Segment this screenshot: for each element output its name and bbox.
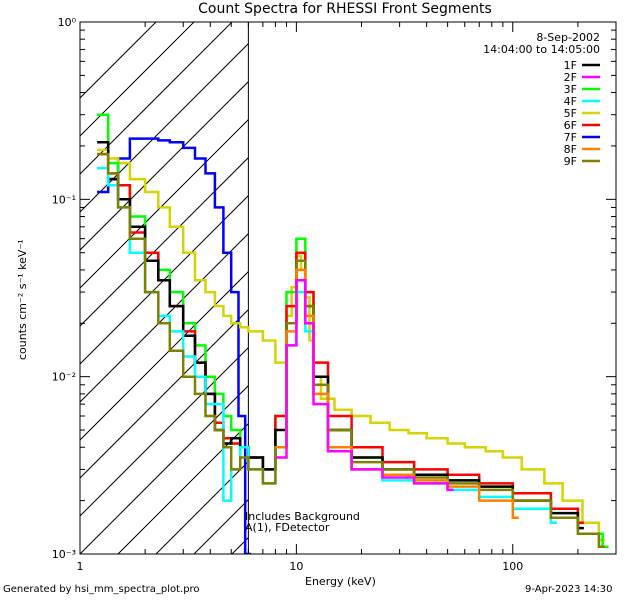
overlay-text-background: Includes Background <box>245 510 360 523</box>
hatch-line <box>80 156 249 327</box>
series-7F <box>97 137 252 554</box>
legend-label: 9F <box>564 155 577 168</box>
x-tick-label: 1 <box>77 560 84 573</box>
series-2F <box>275 278 454 492</box>
hatch-line <box>80 346 249 517</box>
legend-label: 8F <box>564 143 577 156</box>
hatch-line <box>80 22 233 175</box>
timestamp-footer: 9-Apr-2023 14:30 <box>525 584 613 595</box>
hatch-line <box>80 22 195 137</box>
series-group <box>97 113 609 554</box>
hatch-line <box>80 308 249 479</box>
legend-label: 4F <box>564 95 577 108</box>
y-axis-label: counts cm⁻² s⁻¹ keV⁻¹ <box>16 239 29 360</box>
legend-label: 1F <box>564 59 577 72</box>
hatch-line <box>460 22 640 554</box>
hatch-line <box>80 80 249 251</box>
y-tick-label: 10⁰ <box>58 16 77 29</box>
x-tick-label: 10 <box>289 560 303 573</box>
observation-date: 8-Sep-2002 <box>536 31 600 44</box>
hatch-line <box>80 194 249 365</box>
legend-label: 2F <box>564 71 577 84</box>
legend-label: 5F <box>564 107 577 120</box>
legend-label: 6F <box>564 119 577 132</box>
series-9F <box>97 152 605 548</box>
y-tick-label: 10⁻³ <box>52 548 76 561</box>
plot-frame <box>79 21 617 555</box>
x-axis-label: Energy (keV) <box>305 575 376 588</box>
x-tick-label: 100 <box>502 560 523 573</box>
time-range: 14:04:00 to 14:05:00 <box>483 43 600 56</box>
hatch-line <box>80 232 249 403</box>
hatch-line <box>117 422 249 554</box>
hatch-line <box>80 384 249 554</box>
series-4F <box>97 166 557 525</box>
chart-title: Count Spectra for RHESSI Front Segments <box>198 1 492 17</box>
hatch-line <box>80 42 249 213</box>
generated-by-footer: Generated by hsi_mm_spectra_plot.pro <box>3 584 200 595</box>
axis-ticks: 1 10 100 10⁰ 10⁻¹ 10⁻² 10⁻³ <box>52 16 617 573</box>
overlay-text-detector: A(1), FDetector <box>245 521 330 534</box>
series-5F <box>97 148 605 542</box>
legend-label: 3F <box>564 83 577 96</box>
y-tick-label: 10⁻² <box>52 371 76 384</box>
series-1F <box>97 140 584 530</box>
y-tick-label: 10⁻¹ <box>52 193 76 206</box>
legend-label: 7F <box>564 131 577 144</box>
